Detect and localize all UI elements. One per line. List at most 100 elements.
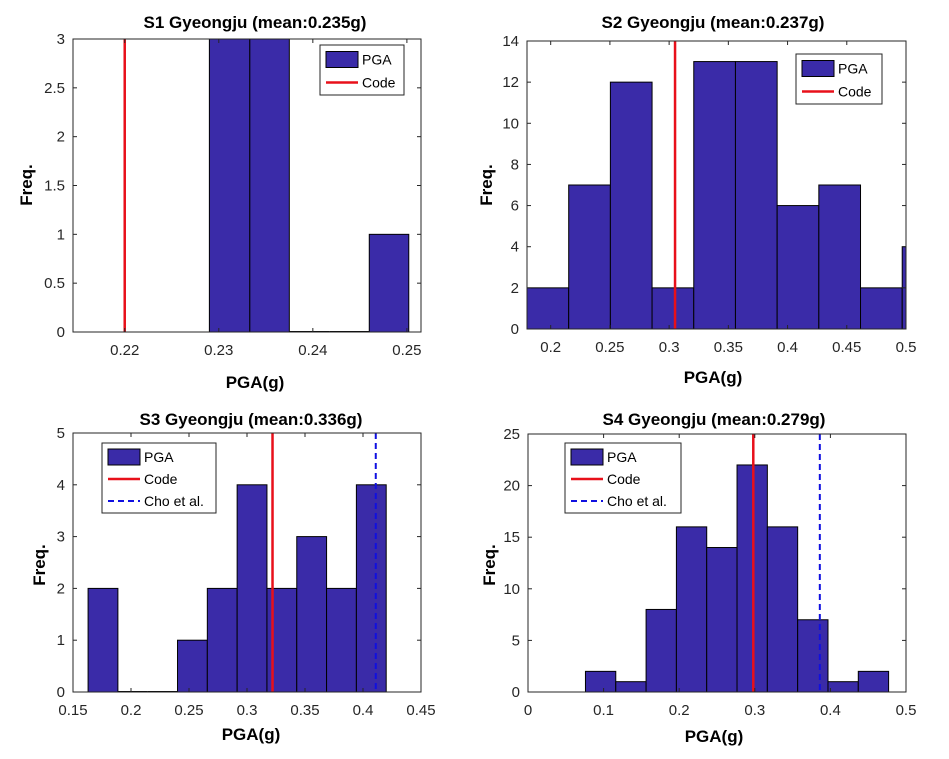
histogram-bar bbox=[651, 287, 695, 329]
y-tick-label: 5 bbox=[512, 632, 520, 649]
x-tick-label: 0.3 bbox=[237, 702, 258, 719]
x-tick-label: 0.4 bbox=[353, 702, 374, 719]
y-tick-label: 1.5 bbox=[44, 178, 65, 195]
y-axis-label: Freq. bbox=[17, 164, 36, 206]
panel-s2: S2 Gyeongju (mean:0.237g) PGA(g) Freq. 0… bbox=[477, 13, 917, 387]
histogram-bar bbox=[87, 587, 119, 692]
legend-label: PGA bbox=[607, 449, 637, 465]
legend: PGA Code bbox=[795, 53, 883, 105]
histogram-bar bbox=[827, 681, 859, 692]
panel-s1: S1 Gyeongju (mean:0.235g) PGA(g) Freq. 0… bbox=[17, 13, 422, 392]
legend-swatch-pga bbox=[570, 448, 604, 466]
chart-title: S4 Gyeongju (mean:0.279g) bbox=[603, 410, 826, 429]
x-tick-label: 0.1 bbox=[593, 702, 614, 719]
histogram-bar bbox=[296, 536, 328, 692]
x-tick-label: 0.2 bbox=[540, 339, 561, 356]
legend-label: Code bbox=[838, 84, 872, 100]
chart-title: S2 Gyeongju (mean:0.237g) bbox=[602, 13, 825, 32]
x-axis-label: PGA(g) bbox=[684, 368, 743, 387]
y-axis-label: Freq. bbox=[30, 544, 49, 586]
histogram-bar bbox=[568, 184, 611, 329]
legend-label: Code bbox=[607, 471, 641, 487]
y-tick-label: 4 bbox=[57, 477, 65, 494]
y-tick-label: 3 bbox=[57, 31, 65, 48]
plot-marks bbox=[87, 433, 387, 692]
histogram-bar bbox=[177, 639, 208, 692]
x-tick-label: 0.25 bbox=[595, 339, 624, 356]
x-axis-label: PGA(g) bbox=[226, 373, 285, 392]
legend-swatch-pga bbox=[107, 448, 141, 466]
legend-label: Code bbox=[144, 471, 178, 487]
y-tick-label: 2.5 bbox=[44, 80, 65, 97]
x-tick-label: 0.3 bbox=[659, 339, 680, 356]
plot-marks bbox=[584, 434, 890, 692]
histogram-bar bbox=[860, 287, 903, 329]
y-tick-label: 4 bbox=[511, 239, 519, 256]
x-tick-label: 0.24 bbox=[298, 342, 327, 359]
legend-label: Cho et al. bbox=[144, 493, 204, 509]
y-tick-label: 5 bbox=[57, 425, 65, 442]
x-tick-label: 0.15 bbox=[58, 702, 87, 719]
x-tick-label: 0.3 bbox=[744, 702, 765, 719]
panel-s3: S3 Gyeongju (mean:0.336g) PGA(g) Freq. 0… bbox=[30, 410, 436, 744]
histogram-bar bbox=[208, 39, 251, 332]
x-axis-label: PGA(g) bbox=[685, 727, 744, 746]
chart-title: S1 Gyeongju (mean:0.235g) bbox=[144, 13, 367, 32]
histogram-bar bbox=[527, 287, 570, 329]
x-tick-label: 0.35 bbox=[714, 339, 743, 356]
y-tick-label: 6 bbox=[511, 198, 519, 215]
axes-box bbox=[526, 40, 907, 330]
y-tick-label: 1 bbox=[57, 226, 65, 243]
y-tick-label: 0 bbox=[511, 321, 519, 338]
x-tick-label: 0.2 bbox=[669, 702, 690, 719]
y-tick-label: 0.5 bbox=[44, 275, 65, 292]
plot-marks bbox=[527, 41, 906, 329]
x-tick-label: 0.5 bbox=[896, 339, 917, 356]
histogram-bar bbox=[675, 526, 708, 692]
y-tick-label: 10 bbox=[502, 115, 519, 132]
y-tick-label: 2 bbox=[511, 280, 519, 297]
x-tick-label: 0.25 bbox=[392, 342, 421, 359]
histogram-bar bbox=[206, 587, 238, 692]
histogram-bar bbox=[818, 184, 862, 329]
legend: PGA Code Cho et al. bbox=[101, 442, 217, 514]
plot-marks bbox=[123, 39, 410, 332]
histogram-bar bbox=[734, 61, 778, 329]
panel-s4: S4 Gyeongju (mean:0.279g) PGA(g) Freq. 0… bbox=[480, 410, 916, 746]
histogram-bar bbox=[249, 39, 290, 332]
y-tick-label: 2 bbox=[57, 129, 65, 146]
legend-label: Code bbox=[362, 75, 396, 91]
y-tick-label: 2 bbox=[57, 580, 65, 597]
histogram-bar bbox=[857, 670, 890, 692]
legend-label: PGA bbox=[362, 52, 392, 68]
y-tick-label: 0 bbox=[57, 684, 65, 701]
x-tick-label: 0.45 bbox=[406, 702, 435, 719]
x-tick-label: 0.4 bbox=[820, 702, 841, 719]
histogram-bar bbox=[609, 81, 653, 329]
y-tick-label: 0 bbox=[57, 324, 65, 341]
legend-swatch-pga bbox=[801, 60, 835, 77]
legend-label: PGA bbox=[838, 61, 868, 77]
x-tick-label: 0.4 bbox=[777, 339, 798, 356]
x-tick-label: 0.23 bbox=[204, 342, 233, 359]
y-tick-label: 20 bbox=[503, 478, 520, 495]
histogram-bar bbox=[236, 484, 268, 692]
y-tick-label: 15 bbox=[503, 529, 520, 546]
histogram-bar bbox=[645, 608, 677, 692]
y-tick-label: 1 bbox=[57, 632, 65, 649]
histogram-bar bbox=[901, 246, 906, 329]
histogram-bar bbox=[693, 61, 736, 329]
x-tick-label: 0.25 bbox=[174, 702, 203, 719]
y-tick-label: 14 bbox=[502, 33, 519, 50]
axes-box bbox=[527, 433, 907, 693]
x-tick-label: 0.22 bbox=[110, 342, 139, 359]
y-tick-label: 3 bbox=[57, 529, 65, 546]
x-tick-label: 0.2 bbox=[121, 702, 142, 719]
legend: PGA Code bbox=[319, 44, 405, 96]
histogram-bar bbox=[615, 681, 647, 692]
x-tick-label: 0 bbox=[524, 702, 532, 719]
histogram-bar bbox=[368, 233, 410, 332]
y-axis-label: Freq. bbox=[477, 164, 496, 206]
x-tick-label: 0.35 bbox=[290, 702, 319, 719]
